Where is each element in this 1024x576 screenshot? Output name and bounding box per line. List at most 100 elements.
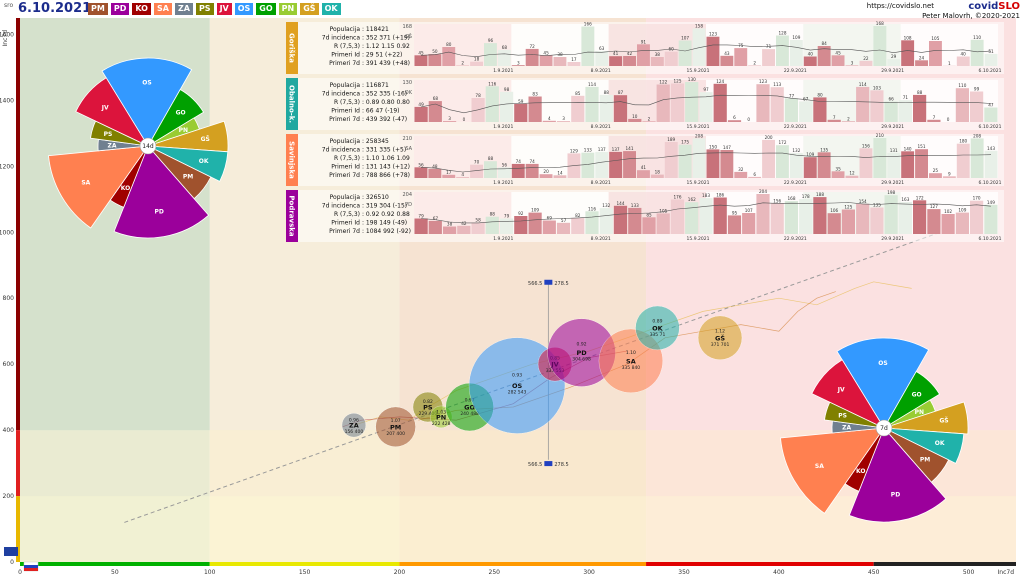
panel-bar bbox=[656, 84, 670, 122]
region-button-GŠ[interactable]: GŠ bbox=[300, 3, 319, 15]
panel-bar bbox=[500, 91, 514, 122]
panel-stat-label: Populacija bbox=[330, 138, 361, 145]
panel-bar bbox=[873, 26, 887, 66]
region-button-GO[interactable]: GO bbox=[256, 3, 276, 15]
panel-date-label: 22.9.2021 bbox=[784, 236, 807, 242]
panel-bar bbox=[970, 91, 984, 122]
panel-bar-label: 70 bbox=[474, 160, 480, 165]
region-button-PM[interactable]: PM bbox=[88, 3, 108, 15]
panel-stat-label: 7d incidenca bbox=[322, 147, 361, 154]
panel-bar-label: 79 bbox=[504, 214, 510, 219]
panel-bar-label: 135 bbox=[820, 147, 828, 152]
panel-stat-label: Primeri Id bbox=[331, 52, 360, 59]
panel-bar-label: 108 bbox=[904, 35, 912, 40]
panel-bar bbox=[770, 203, 784, 234]
panel-bar-label: 88 bbox=[488, 156, 494, 161]
x-tick-label: 450 bbox=[868, 569, 880, 576]
pie-label-PD: PD bbox=[155, 208, 164, 215]
panel-bar bbox=[567, 62, 581, 66]
region-button-PS[interactable]: PS bbox=[195, 3, 214, 15]
panel-bar-label: 162 bbox=[688, 197, 696, 202]
panel-bar-label: 68 bbox=[433, 96, 439, 101]
region-button-KO[interactable]: KO bbox=[132, 3, 151, 15]
region-button-PD[interactable]: PD bbox=[110, 3, 130, 15]
pie-label-GO: GO bbox=[176, 109, 186, 116]
panel-bar bbox=[756, 194, 770, 234]
panel-bar-label: 105 bbox=[931, 36, 939, 41]
panel-bar-label: 87 bbox=[618, 90, 624, 95]
panel-bar bbox=[497, 49, 511, 66]
panel-bar-label: 85 bbox=[575, 91, 581, 96]
panel-stat-label: Primeri 7d bbox=[329, 172, 360, 179]
pie-label-PS: PS bbox=[104, 131, 113, 138]
region-buttons: PM PD KO SA ZA PS JV OS GO PN GŠ OK bbox=[88, 3, 341, 15]
panel-stat-label: Populacija bbox=[330, 194, 361, 201]
panel-bar-label: 137 bbox=[612, 147, 620, 152]
panel-bar-label: 3 bbox=[562, 116, 565, 121]
panel-bar-label: 2 bbox=[461, 61, 464, 66]
panel-bar-label: 128 bbox=[779, 31, 787, 36]
bubble-r-label: 1.10 bbox=[626, 350, 636, 356]
panel-name: Goriška bbox=[288, 33, 296, 63]
panel-bar-label: 3 bbox=[851, 60, 854, 65]
region-button-ZA[interactable]: ZA bbox=[174, 3, 193, 15]
panel-bar-label: 183 bbox=[702, 193, 710, 198]
panel-stat-value: : 198 149 (-49) bbox=[362, 220, 407, 227]
y-strip-red bbox=[16, 430, 20, 497]
panel-bar bbox=[685, 202, 699, 234]
x-tick-label: 250 bbox=[489, 569, 501, 576]
panel-bar bbox=[664, 142, 678, 178]
region-button-OS[interactable]: OS bbox=[234, 3, 254, 15]
pie-center-label: 14d bbox=[142, 143, 154, 150]
panel-bar-label: 80 bbox=[817, 92, 823, 97]
panel-bar bbox=[748, 176, 762, 178]
panel-code: SA bbox=[405, 146, 412, 152]
bubble-inc-label: 304 698 bbox=[572, 357, 591, 363]
region-button-OK[interactable]: OK bbox=[321, 3, 341, 15]
panel-bar bbox=[845, 175, 859, 178]
panel-bar-label: 88 bbox=[604, 90, 610, 95]
slovenia-marker-top-r: 278.5 bbox=[554, 281, 568, 287]
panel-bar bbox=[984, 150, 998, 178]
panel-stat-value: : 116871 bbox=[362, 82, 389, 89]
panel-stat-value: : 326510 bbox=[362, 194, 389, 201]
panel-bar bbox=[799, 101, 813, 122]
panel-bar bbox=[859, 148, 873, 178]
panel-name: Obalno-k. bbox=[288, 85, 296, 123]
panel-bar-label: 123 bbox=[709, 32, 717, 37]
panel-bar bbox=[599, 94, 613, 122]
panel-bar-label: 40 bbox=[961, 52, 967, 57]
panel-bar bbox=[970, 200, 984, 234]
panel-bar bbox=[511, 163, 525, 178]
pie-slice-PD bbox=[113, 145, 210, 239]
region-button-JV[interactable]: JV bbox=[216, 3, 232, 15]
panel-bar-label: 113 bbox=[773, 82, 781, 87]
panel-stat-value: : 319 304 (-15) bbox=[362, 203, 407, 210]
panel-stat-value: : 439 392 (-47) bbox=[362, 116, 407, 123]
bubble-r-label: 0.89 bbox=[652, 319, 662, 325]
pie-slice-GŠ bbox=[883, 401, 969, 435]
panel-bar-label: 38 bbox=[655, 52, 661, 57]
panel-bar bbox=[915, 149, 928, 178]
region-button-SA[interactable]: SA bbox=[153, 3, 172, 15]
header: sro 6.10.2021 PM PD KO SA ZA PS JV OS GO PN GŠ OK h… bbox=[0, 0, 1024, 20]
panel-bar-label: 3 bbox=[517, 60, 520, 65]
header-site[interactable]: https://covidslo.net bbox=[866, 2, 934, 10]
panel-bar bbox=[556, 121, 571, 122]
panel-bar-label: 96 bbox=[488, 38, 494, 43]
panel-bar-label: 156 bbox=[773, 198, 781, 203]
panel-bar bbox=[456, 177, 470, 178]
region-button-PN[interactable]: PN bbox=[278, 3, 298, 15]
pie-slice-SA bbox=[780, 427, 885, 514]
panel-bar-label: 47 bbox=[988, 103, 994, 108]
panel-bar-label: 57 bbox=[561, 218, 567, 223]
panel-bar bbox=[525, 48, 539, 66]
panel-bar-label: 204 bbox=[759, 189, 767, 194]
panel-bar-label: 151 bbox=[918, 144, 926, 149]
panel-bar bbox=[699, 92, 713, 122]
eu-flag-icon bbox=[4, 547, 18, 556]
panel-bar bbox=[827, 213, 841, 234]
panel-bar-label: 10 bbox=[632, 114, 638, 119]
panel-bar-label: 79 bbox=[418, 214, 424, 219]
panel-bar-label: 147 bbox=[723, 145, 731, 150]
